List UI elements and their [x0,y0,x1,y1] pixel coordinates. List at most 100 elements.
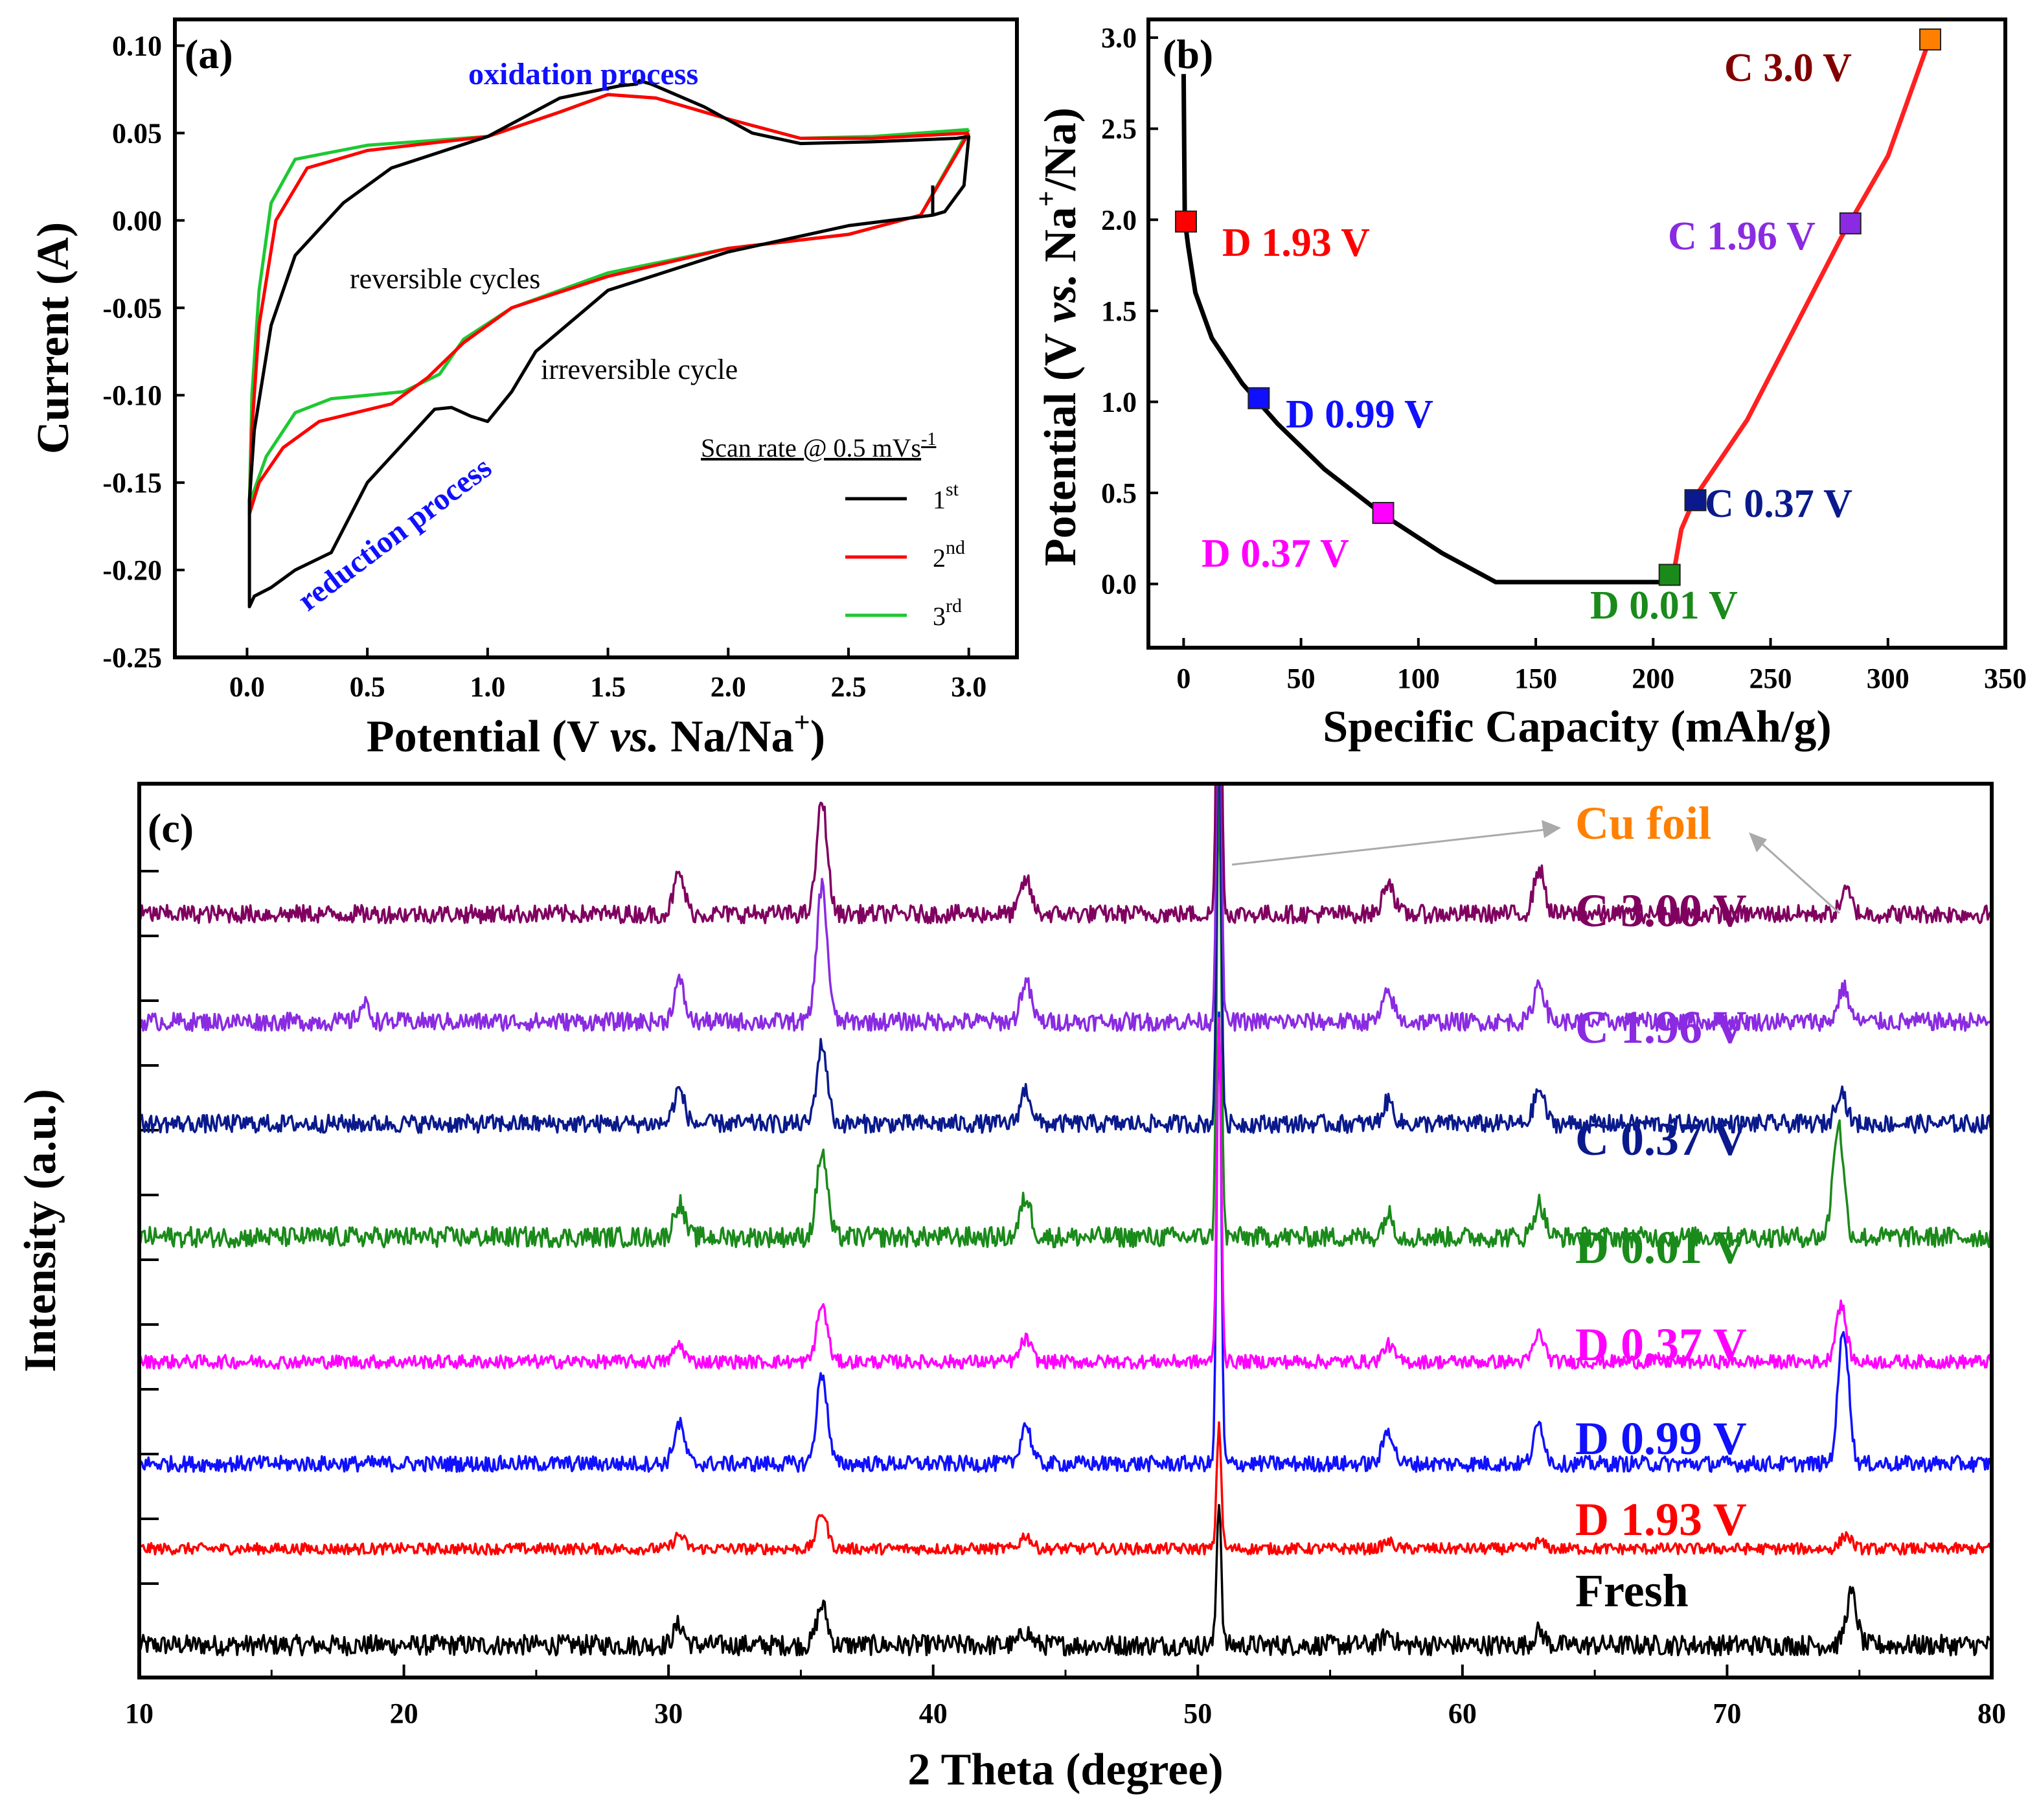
legend-title: Scan rate @ 0.5 mVs-1 [701,429,936,462]
c-xtick-label: 10 [125,1698,154,1729]
cu-arrow-head-1 [1542,820,1561,838]
panel-b-point-labels: D 1.93 V D 0.99 V D 0.37 V D 0.01 V C 0.… [1202,46,1852,628]
panel-a-series [247,79,971,609]
xrd-trace-c-0-37-v [139,784,1992,1134]
reduction-annotation: reduction process [291,450,498,618]
b-xtick-label: 50 [1287,663,1316,694]
panel-b: 0 50 100 150 200 250 300 350 3.0 2.5 2.0 1.5 1.0 0.5 0… [1031,17,2027,752]
b-xtick-label: 0 [1176,663,1191,694]
label-c-1-96: C 1.96 V [1668,214,1816,258]
panel-b-ylabel: Potential (V vs. Na+/Na) [1031,108,1086,566]
marker-c-1-96-v [1839,212,1862,234]
marker-d-1-93-v [1174,210,1197,233]
legend-entry-1st: 1st [933,479,959,514]
b-xtick-label: 200 [1632,663,1674,694]
b-ytick-label: 2.0 [1101,204,1137,236]
a-ytick-label: -0.20 [102,554,162,586]
b-ytick-label: 3.0 [1101,22,1137,54]
marker-d-0-99-v [1248,387,1270,409]
b-xtick-label: 300 [1867,663,1909,694]
xrd-trace-fresh [139,1503,1992,1657]
xrd-trace-d-0-01-v [139,786,1992,1249]
a-xtick-label: 2.0 [711,671,746,703]
label-d-0-01: D 0.01 V [1590,584,1738,628]
panel-b-label: (b) [1163,31,1213,77]
legend-entry-3rd: 3rd [933,595,962,631]
label-d-0-37: D 0.37 V [1202,532,1349,576]
c-xtick-label: 40 [919,1698,948,1729]
xrd-label-d-0-99: D 0.99 V [1575,1413,1747,1464]
panel-a-ticks: 0.0 0.5 1.0 1.5 2.0 2.5 3.0 0.10 0.05 0.00 -0.05 -0… [102,30,986,703]
panel-a-label: (a) [185,31,233,77]
a-xtick-label: 0.0 [229,671,265,703]
legend-entry-2nd: 2nd [933,537,965,573]
c-xtick-label: 70 [1713,1698,1741,1729]
cu-foil-label: Cu foil [1575,797,1711,849]
panel-a-frame [173,17,1019,659]
xrd-label-d-1-93: D 1.93 V [1575,1494,1747,1545]
xrd-trace-c-3-00-v [139,784,1992,924]
label-c-0-37: C 0.37 V [1705,482,1852,526]
a-xtick-label: 3.0 [951,671,986,703]
panel-c: 10 20 30 40 50 60 70 80 (c) Cu foil C 3.00 V C … [16,782,2006,1795]
b-ytick-label: 0.5 [1101,477,1137,509]
b-ytick-label: 0.0 [1101,569,1137,600]
panel-a-legend: Scan rate @ 0.5 mVs-1 1st 2nd 3rd [701,429,965,631]
label-c-3-0: C 3.0 V [1724,46,1852,90]
panel-c-series [139,784,1992,1657]
irreversible-annotation: irreversible cycle [541,354,738,385]
panel-a: 0.0 0.5 1.0 1.5 2.0 2.5 3.0 0.10 0.05 0.00 -0.05 -0… [28,17,1019,762]
c-xtick-label: 20 [390,1698,418,1729]
marker-d-0-37-v [1372,501,1395,524]
label-d-0-99: D 0.99 V [1286,392,1433,437]
a-xtick-label: 1.0 [470,671,505,703]
panel-c-ticks: 10 20 30 40 50 60 70 80 [125,870,2006,1729]
a-ytick-label: 0.00 [112,205,162,236]
cv-curve-1st [247,79,971,609]
a-xtick-label: 1.5 [590,671,626,703]
panel-a-xlabel: Potential (V vs. Na/Na+) [367,707,825,762]
c-xtick-label: 80 [1977,1698,2006,1729]
gcd-curve-charge [1663,36,1933,584]
panel-c-series-labels: C 3.00 V C 1.96 V C 0.37 V D 0.01 V D 0.… [1575,885,1747,1617]
b-ytick-label: 1.5 [1101,295,1137,327]
cu-arrow-line-2 [1757,839,1841,915]
panel-c-xlabel: 2 Theta (degree) [907,1745,1223,1795]
panel-b-markers [1174,28,1942,586]
gcd-curve-discharge [1181,74,1665,585]
xrd-label-c-3-00: C 3.00 V [1575,885,1747,937]
b-xtick-label: 150 [1514,663,1557,694]
c-xtick-label: 30 [654,1698,683,1729]
oxidation-annotation: oxidation process [468,57,698,91]
a-xtick-label: 2.5 [831,671,867,703]
panel-c-frame [137,782,1994,1679]
a-ytick-label: 0.05 [112,117,162,149]
panel-b-ticks: 0 50 100 150 200 250 300 350 3.0 2.5 2.0 1.5 1.0 0.5 0… [1101,22,2027,694]
b-xtick-label: 100 [1397,663,1440,694]
b-ytick-label: 1.0 [1101,386,1137,418]
panel-c-ylabel: Intensity (a.u.) [16,1089,65,1372]
a-xtick-label: 0.5 [350,671,385,703]
a-ytick-label: -0.25 [102,642,162,674]
b-ytick-label: 2.5 [1101,113,1137,145]
xrd-trace-d-0-37-v [139,1016,1992,1370]
xrd-trace-d-1-93-v [139,1421,1992,1556]
panel-a-ylabel: Current (A) [28,222,78,454]
c-xtick-label: 50 [1183,1698,1212,1729]
b-xtick-label: 250 [1749,663,1792,694]
a-ytick-label: -0.05 [102,292,162,324]
xrd-trace-d-0-99-v [139,1011,1992,1473]
cu-arrow-head-2 [1749,832,1767,852]
b-xtick-label: 350 [1984,663,2027,694]
marker-c-3-0-v [1919,28,1942,51]
xrd-label-fresh: Fresh [1575,1565,1689,1617]
a-ytick-label: 0.10 [112,30,162,62]
xrd-label-c-1-96: C 1.96 V [1575,1001,1747,1053]
marker-d-0-01-v [1658,563,1681,586]
panel-b-frame [1146,17,2007,650]
xrd-label-d-0-01: D 0.01 V [1575,1222,1747,1273]
panel-c-label: (c) [148,805,194,851]
panel-b-xlabel: Specific Capacity (mAh/g) [1323,702,1831,752]
reversible-annotation: reversible cycles [350,263,540,295]
